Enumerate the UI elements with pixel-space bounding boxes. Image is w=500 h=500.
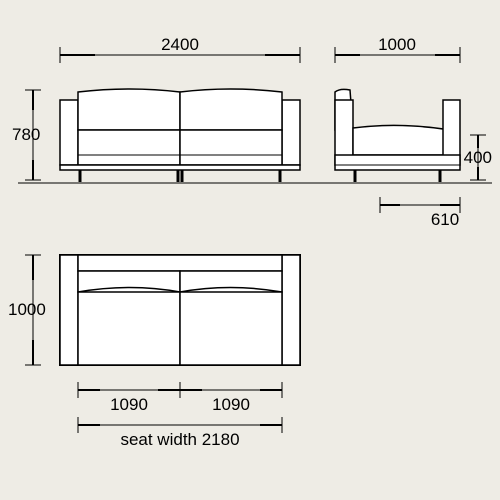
dim-height-780: 780 — [12, 90, 41, 180]
dim-depth-left-label: 1000 — [8, 300, 46, 319]
dim-half1-label: 1090 — [110, 395, 148, 414]
side-view — [335, 89, 460, 182]
dim-seat-width-label: seat width 2180 — [120, 430, 239, 449]
dim-height-label: 780 — [12, 125, 40, 144]
dim-half-widths: 1090 1090 — [78, 382, 282, 414]
dim-half2-label: 1090 — [212, 395, 250, 414]
dim-depth-1000-top: 1000 — [335, 35, 460, 63]
dim-seat-height-400: 400 — [464, 135, 492, 180]
dimension-drawing: 2400 1000 780 400 — [0, 0, 500, 500]
dim-610-label: 610 — [431, 210, 459, 229]
dim-seat-h-label: 400 — [464, 148, 492, 167]
dim-width-label: 2400 — [161, 35, 199, 54]
dim-depth-top-label: 1000 — [378, 35, 416, 54]
top-view — [60, 255, 300, 365]
dim-depth-1000-left: 1000 — [8, 255, 46, 365]
dim-610: 610 — [380, 197, 460, 229]
dim-seat-width: seat width 2180 — [78, 417, 282, 449]
front-view — [60, 89, 300, 182]
dim-width-2400: 2400 — [60, 35, 300, 63]
